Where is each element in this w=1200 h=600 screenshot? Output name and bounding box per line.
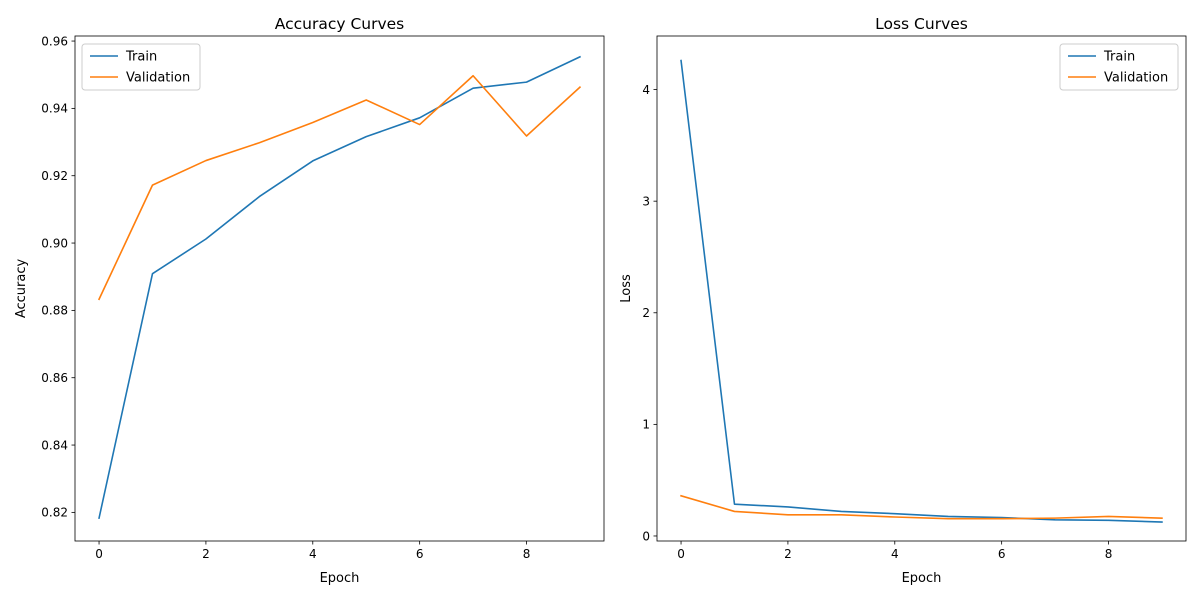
loss-validation-line [680, 494, 1163, 520]
loss-chart-title: Loss Curves [875, 15, 968, 33]
accuracy-train-line [98, 55, 582, 520]
loss-legend-label-validation: Validation [1104, 71, 1168, 86]
loss-y-tick-label: 0 [642, 529, 650, 543]
loss-axes-frame [656, 35, 1187, 542]
accuracy-y-tick-label: 0.84 [41, 438, 68, 452]
loss-x-tick-label: 0 [677, 547, 685, 561]
accuracy-validation-line [97, 74, 582, 301]
loss-train-line [680, 59, 1163, 523]
accuracy-x-tick-label: 0 [95, 547, 103, 561]
accuracy-y-tick-label: 0.96 [41, 34, 68, 48]
loss-x-tick-label: 8 [1105, 547, 1113, 561]
accuracy-y-tick-label: 0.88 [41, 304, 68, 318]
loss-y-axis-label: Loss [619, 274, 634, 303]
loss-x-tick-label: 6 [998, 547, 1006, 561]
loss-y-tick-label: 4 [642, 83, 650, 97]
accuracy-y-tick-label: 0.94 [41, 102, 68, 116]
loss-x-tick-label: 2 [784, 547, 792, 561]
accuracy-chart-title: Accuracy Curves [275, 15, 405, 33]
accuracy-y-tick-label: 0.86 [41, 371, 68, 385]
loss-legend-label-train: Train [1103, 50, 1135, 65]
accuracy-legend-label-train: Train [125, 50, 157, 65]
accuracy-y-tick-label: 0.90 [41, 236, 68, 250]
loss-y-tick-label: 1 [642, 418, 650, 432]
accuracy-x-tick-label: 8 [523, 547, 531, 561]
accuracy-legend: Train Validation [81, 43, 201, 91]
accuracy-x-tick-label: 2 [202, 547, 210, 561]
accuracy-axes-frame [74, 35, 605, 542]
accuracy-legend-label-validation: Validation [126, 71, 190, 86]
accuracy-y-axis-label: Accuracy [14, 259, 29, 319]
accuracy-y-tick-label: 0.92 [41, 169, 68, 183]
accuracy-x-tick-label: 6 [416, 547, 424, 561]
loss-x-axis-label: Epoch [902, 571, 942, 586]
accuracy-x-tick-label: 4 [309, 547, 317, 561]
loss-x-tick-label: 4 [891, 547, 899, 561]
loss-y-tick-label: 2 [642, 306, 650, 320]
accuracy-x-axis-label: Epoch [320, 571, 360, 586]
loss-legend: Train Validation [1059, 43, 1179, 91]
accuracy-chart: 0 2 4 6 8 0.82 0.84 0.86 0.88 0.90 0.92 0.94 0.96 Acc… [14, 15, 605, 586]
accuracy-y-tick-label: 0.82 [41, 506, 68, 520]
loss-y-tick-label: 3 [642, 194, 650, 208]
loss-chart: 0 2 4 6 8 0 1 2 3 4 Loss Curves Epoch Loss Train Valid… [619, 15, 1187, 586]
